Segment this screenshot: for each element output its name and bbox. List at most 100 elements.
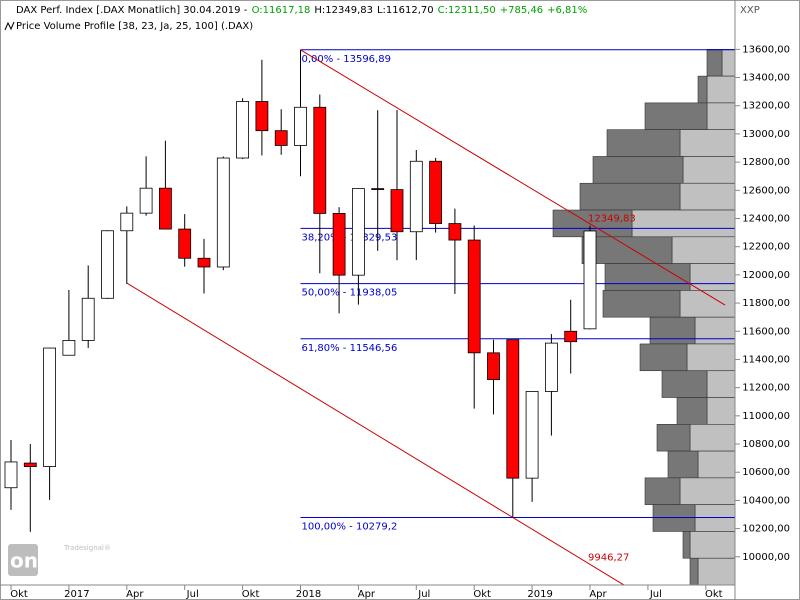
- candle-body: [487, 352, 500, 381]
- candle-body: [43, 347, 56, 467]
- indicator-icon: [4, 21, 15, 31]
- profile-bar: [697, 75, 708, 104]
- candle-body: [390, 189, 404, 233]
- profile-bar: [694, 504, 735, 532]
- x-tick-label: 2018: [296, 589, 321, 600]
- y-tick-label: 11200,00: [742, 383, 790, 394]
- candle-body: [62, 340, 76, 356]
- logo: online Tradesignal®: [8, 544, 111, 576]
- candle-body: [139, 187, 153, 214]
- profile-bar: [604, 263, 691, 291]
- candle-body: [332, 213, 346, 276]
- profile-bar: [679, 129, 735, 157]
- profile-bar: [667, 450, 699, 479]
- candle-body: [178, 228, 192, 259]
- logo-text: online: [10, 549, 80, 573]
- x-tick-label: Jul: [186, 589, 199, 600]
- candle-body: [158, 187, 172, 230]
- title-text: DAX Perf. Index [.DAX Monatlich] 30.04.2…: [16, 5, 248, 16]
- x-tick-label: Okt: [242, 589, 260, 600]
- candle-body: [583, 230, 597, 330]
- candle-body: [101, 230, 114, 299]
- candle-body: [371, 188, 385, 191]
- profile-bar: [592, 156, 684, 184]
- candle-body: [23, 462, 37, 467]
- header-value: C:12311,50: [438, 5, 496, 16]
- profile-bar: [581, 236, 673, 264]
- candle-body: [409, 160, 423, 233]
- profile-bar: [706, 75, 735, 104]
- profile-bar: [689, 531, 735, 559]
- y-tick-label: 10800,00: [742, 439, 790, 450]
- profile-bar: [631, 209, 735, 238]
- candle-body: [525, 391, 539, 479]
- logo-box: [8, 544, 38, 576]
- y-tick-label: 11400,00: [742, 354, 790, 365]
- x-tick-label: Jul: [649, 589, 662, 600]
- y-tick-label: 11800,00: [742, 298, 790, 309]
- candle-body: [81, 297, 95, 341]
- plot-area: 0,00% - 13596,89 38,20% - 12329,53 50,00% …: [4, 49, 735, 585]
- header-value: H:12349,83: [314, 5, 373, 16]
- candle-body: [448, 223, 462, 241]
- annotation: 12349,83: [588, 214, 636, 225]
- profile-bar: [639, 343, 688, 372]
- candle-body: [351, 188, 365, 276]
- x-tick-label: 2019: [527, 589, 552, 600]
- fib-label: 100,00% - 10279,2: [302, 521, 398, 532]
- x-tick-label: Okt: [10, 589, 28, 600]
- profile-bar: [697, 557, 735, 585]
- y-tick-label: 13600,00: [742, 44, 790, 55]
- trend-line: [300, 49, 726, 306]
- header-value: +785,46: [500, 5, 543, 16]
- profile-bar: [706, 397, 735, 425]
- y-tick-label: 13400,00: [742, 73, 790, 84]
- profile-bar: [679, 182, 735, 211]
- profile-bar: [679, 477, 735, 505]
- header-value: +6,81%: [547, 5, 587, 16]
- profile-bar: [706, 49, 723, 77]
- y-tick-label: 10200,00: [742, 524, 790, 535]
- subtitle: Price Volume Profile [38, 23, Ja, 25, 10…: [16, 21, 253, 32]
- y-tick-label: 11000,00: [742, 411, 790, 422]
- profile-bar: [682, 531, 691, 559]
- y-tick-label: 11600,00: [742, 326, 790, 337]
- logo-small: Tradesignal®: [63, 544, 111, 552]
- x-tick-label: Okt: [473, 589, 491, 600]
- profile-bar: [706, 102, 735, 130]
- candle-body: [545, 342, 558, 392]
- y-tick-label: 12000,00: [742, 270, 790, 281]
- header-value: L:11612,70: [377, 5, 434, 16]
- candle-body: [294, 106, 307, 146]
- profile-bar: [689, 424, 735, 452]
- profile-bar: [689, 263, 735, 291]
- profile-bar: [682, 156, 735, 184]
- profile-bar: [606, 129, 681, 157]
- candle-body: [564, 330, 578, 343]
- candle-body: [216, 157, 230, 268]
- profile-bar: [689, 557, 699, 585]
- x-tick-label: Okt: [705, 589, 723, 600]
- profile-bar: [721, 49, 735, 77]
- profile-bar: [649, 316, 696, 345]
- x-tick-label: Apr: [358, 589, 376, 600]
- y-tick-label: 10000,00: [742, 552, 790, 563]
- profile-bar: [652, 504, 696, 532]
- candle-body: [429, 160, 443, 224]
- profile-bar: [697, 450, 735, 479]
- profile-bar: [656, 424, 691, 452]
- profile-bar: [676, 397, 708, 425]
- profile-bar: [661, 370, 708, 398]
- profile-bar: [671, 236, 735, 264]
- y-tick-label: 10400,00: [742, 495, 790, 506]
- profile-bar: [644, 102, 708, 130]
- profile-bar: [602, 290, 681, 318]
- candle-body: [255, 101, 269, 132]
- candle-body: [120, 212, 134, 232]
- x-tick-label: Jul: [417, 589, 430, 600]
- fib-label: 61,80% - 11546,56: [302, 343, 398, 354]
- fib-label: 38,20% - 12329,53: [302, 232, 398, 243]
- y-tick-label: 12600,00: [742, 185, 790, 196]
- profile-bar: [706, 370, 735, 398]
